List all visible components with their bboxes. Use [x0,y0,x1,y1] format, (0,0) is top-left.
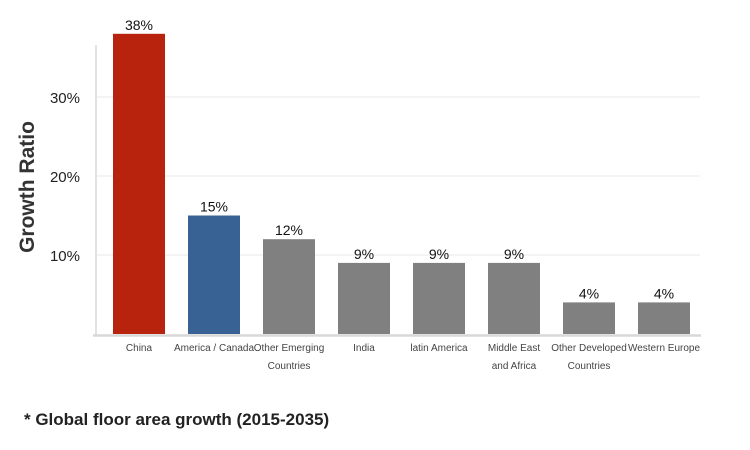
data-label: 15% [200,199,228,215]
footnote: * Global floor area growth (2015-2035) [24,410,330,429]
y-tick-label: 20% [50,169,80,186]
x-tick-label: India [353,343,375,354]
x-tick-label: America / Canada [174,343,254,354]
x-tick-label: and Africa [492,361,537,372]
data-label: 12% [275,222,303,238]
data-label: 9% [429,246,449,262]
bar [488,262,540,334]
data-label: 9% [354,246,374,262]
bar [563,302,615,334]
bar [638,302,690,334]
data-label: 4% [654,285,674,301]
x-tick-label: Middle East [488,343,540,354]
x-tick-label: Countries [568,361,611,372]
bar [263,239,315,334]
data-label: 38% [125,17,153,33]
data-label: 4% [579,285,599,301]
y-tick-label: 30% [50,90,80,107]
bar [188,215,240,334]
bar [413,262,465,334]
x-tick-label: China [126,343,153,354]
x-tick-label: Countries [268,361,311,372]
x-tick-label: Western Europe [628,343,701,354]
x-tick-label: Other Developed [551,343,627,354]
x-tick-label: Other Emerging [254,343,325,354]
x-tick-label: latin America [410,343,468,354]
y-tick-label: 10% [50,248,80,265]
bar [338,262,390,334]
bar [113,33,165,335]
data-label: 9% [504,246,524,262]
y-axis-label: Growth Ratio [16,121,39,253]
